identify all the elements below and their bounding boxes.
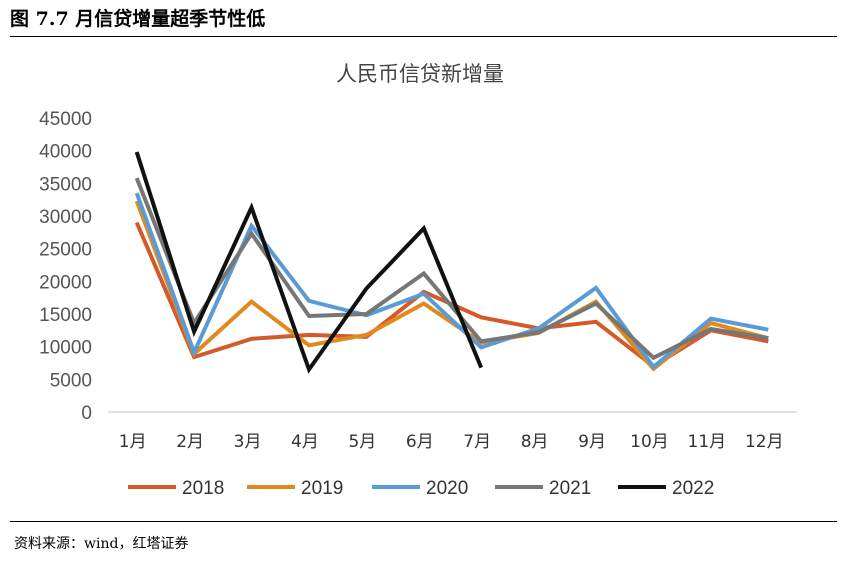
y-tick-label: 40000 — [39, 142, 92, 163]
legend-label-2021: 2021 — [549, 478, 591, 499]
x-tick-label: 2月 — [176, 432, 204, 452]
legend-label-2019: 2019 — [301, 478, 343, 499]
legend-label-2020: 2020 — [426, 478, 468, 499]
x-tick-label: 1月 — [119, 432, 147, 452]
x-tick-label: 9月 — [578, 432, 606, 452]
x-tick-label: 5月 — [348, 432, 376, 452]
x-tick-label: 4月 — [291, 432, 319, 452]
series-line-2022 — [134, 151, 484, 374]
legend-label-2022: 2022 — [672, 478, 714, 499]
y-tick-label: 20000 — [39, 272, 92, 293]
x-tick-label: 11月 — [688, 432, 727, 452]
x-tick-label: 10月 — [630, 432, 669, 452]
y-tick-label: 25000 — [39, 240, 92, 261]
y-tick-label: 10000 — [39, 338, 92, 359]
y-axis-ticks: 0 5000 10000 15000 20000 25000 30000 35000 40000… — [39, 109, 92, 424]
y-tick-label: 0 — [81, 403, 92, 424]
legend-label-2018: 2018 — [182, 478, 224, 499]
y-tick-label: 15000 — [39, 305, 92, 326]
x-tick-label: 7月 — [463, 432, 491, 452]
series-lines — [134, 151, 769, 374]
x-tick-label: 3月 — [234, 432, 262, 452]
x-tick-label: 12月 — [745, 432, 784, 452]
source-note: 资料来源：wind，红塔证券 — [14, 536, 189, 552]
y-tick-label: 35000 — [39, 174, 92, 195]
x-tick-label: 6月 — [406, 432, 434, 452]
figure-title: 图 7.7 月信贷增量超季节性低 — [10, 8, 266, 30]
y-tick-label: 30000 — [39, 207, 92, 228]
series-line-2021 — [134, 177, 769, 361]
top-rule — [10, 36, 837, 37]
legend: 2018 2019 2020 2021 2022 — [128, 478, 714, 499]
series-line-2020 — [134, 192, 769, 370]
y-tick-label: 5000 — [50, 370, 92, 391]
chart-title: 人民币信贷新增量 — [336, 62, 504, 86]
bottom-rule — [10, 521, 837, 522]
y-tick-label: 45000 — [39, 109, 92, 130]
x-axis-ticks: 1月 2月 3月 4月 5月 6月 7月 8月 9月 10月 11月 12月 — [119, 432, 784, 452]
x-tick-label: 8月 — [521, 432, 549, 452]
